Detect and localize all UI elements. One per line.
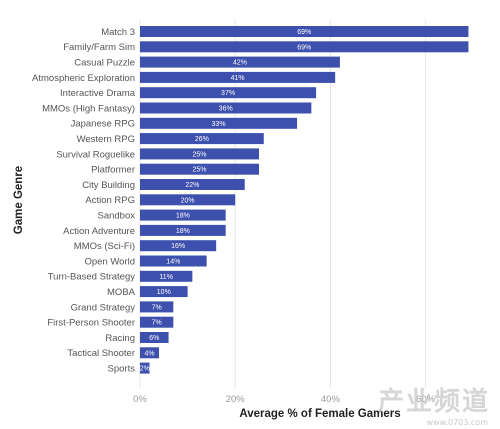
category-label: Tactical Shooter — [67, 348, 135, 359]
bar — [140, 163, 259, 175]
bar — [140, 347, 160, 359]
x-tick-label: 40% — [321, 394, 341, 405]
category-label: Survival Roguelike — [56, 149, 135, 160]
category-label: Action RPG — [85, 195, 135, 206]
value-label: 7% — [152, 304, 162, 311]
bar — [140, 301, 174, 313]
category-labels: Match 3 Family/Farm Sim Casual Puzzle Atmos… — [32, 27, 136, 375]
value-label: 33% — [212, 121, 226, 128]
bars — [140, 26, 469, 374]
bar — [140, 316, 174, 328]
value-label: 18% — [176, 213, 190, 220]
category-label: City Building — [82, 180, 135, 191]
value-label: 14% — [166, 259, 180, 266]
x-axis-ticks: 0% 20% 40% 60% — [133, 394, 436, 405]
watermark: 产业频道 www.0703.com — [344, 381, 494, 427]
value-label: 2% — [140, 366, 150, 373]
category-label: MMOs (High Fantasy) — [42, 103, 135, 114]
bar — [140, 87, 317, 99]
value-label: 18% — [176, 228, 190, 235]
bar — [140, 194, 236, 206]
category-label: Sports — [108, 364, 136, 375]
value-label: 4% — [144, 350, 154, 357]
value-label: 37% — [221, 90, 235, 97]
bar — [140, 179, 245, 190]
value-label: 42% — [233, 60, 247, 67]
bar — [140, 56, 340, 68]
bar — [140, 255, 207, 267]
x-tick-label: 60% — [416, 394, 436, 405]
category-label: Casual Puzzle — [74, 58, 135, 69]
category-label: Open World — [84, 256, 135, 267]
bar — [140, 71, 336, 83]
category-label: Turn-Based Strategy — [48, 272, 136, 283]
watermark-logo: 产业频道 — [377, 387, 490, 417]
category-label: Racing — [105, 333, 135, 344]
value-label: 25% — [192, 167, 206, 174]
bar — [140, 224, 226, 236]
category-label: Match 3 — [101, 27, 135, 38]
value-label: 6% — [149, 335, 159, 342]
value-label: 10% — [157, 289, 171, 296]
value-label: 11% — [159, 274, 173, 281]
bar — [140, 41, 469, 53]
value-label: 22% — [185, 182, 199, 189]
bar — [140, 240, 217, 252]
bar — [140, 102, 312, 114]
value-label: 20% — [181, 197, 195, 204]
category-label: Sandbox — [97, 211, 135, 222]
bar — [140, 133, 264, 145]
category-label: Grand Strategy — [71, 302, 136, 313]
value-label: 7% — [152, 320, 162, 327]
bar — [140, 270, 193, 282]
category-label: First-Person Shooter — [47, 318, 135, 329]
category-label: Atmospheric Exploration — [32, 73, 135, 84]
y-axis-title: Game Genre — [13, 166, 25, 234]
category-label: MOBA — [107, 287, 136, 298]
category-label: Japanese RPG — [71, 119, 135, 130]
bar — [140, 117, 298, 129]
value-label: 25% — [192, 151, 206, 158]
category-label: Family/Farm Sim — [63, 42, 135, 53]
category-label: Platformer — [91, 165, 135, 176]
x-tick-label: 0% — [133, 394, 147, 405]
bar — [140, 286, 188, 298]
value-label: 69% — [297, 29, 311, 36]
x-axis-title: Average % of Female Gamers — [239, 408, 400, 420]
watermark-url: www.0703.com — [426, 418, 488, 427]
category-label: Interactive Drama — [60, 88, 136, 99]
value-label: 26% — [195, 136, 209, 143]
category-label: Action Adventure — [63, 226, 135, 237]
category-label: MMOs (Sci-Fi) — [74, 241, 135, 252]
bar — [140, 362, 150, 374]
x-tick-label: 20% — [226, 394, 246, 405]
bar — [140, 332, 169, 343]
value-label: 16% — [171, 243, 185, 250]
value-label: 36% — [219, 106, 233, 113]
value-labels: 69% 69% 42% 41% 37% 36% 33% 26% 25% 25% 22% 20% 18% 1… — [140, 29, 312, 373]
bar — [140, 148, 259, 160]
bar — [140, 209, 226, 221]
value-label: 69% — [297, 44, 311, 51]
value-label: 41% — [231, 75, 245, 82]
category-label: Western RPG — [77, 134, 135, 145]
bar — [140, 26, 469, 37]
